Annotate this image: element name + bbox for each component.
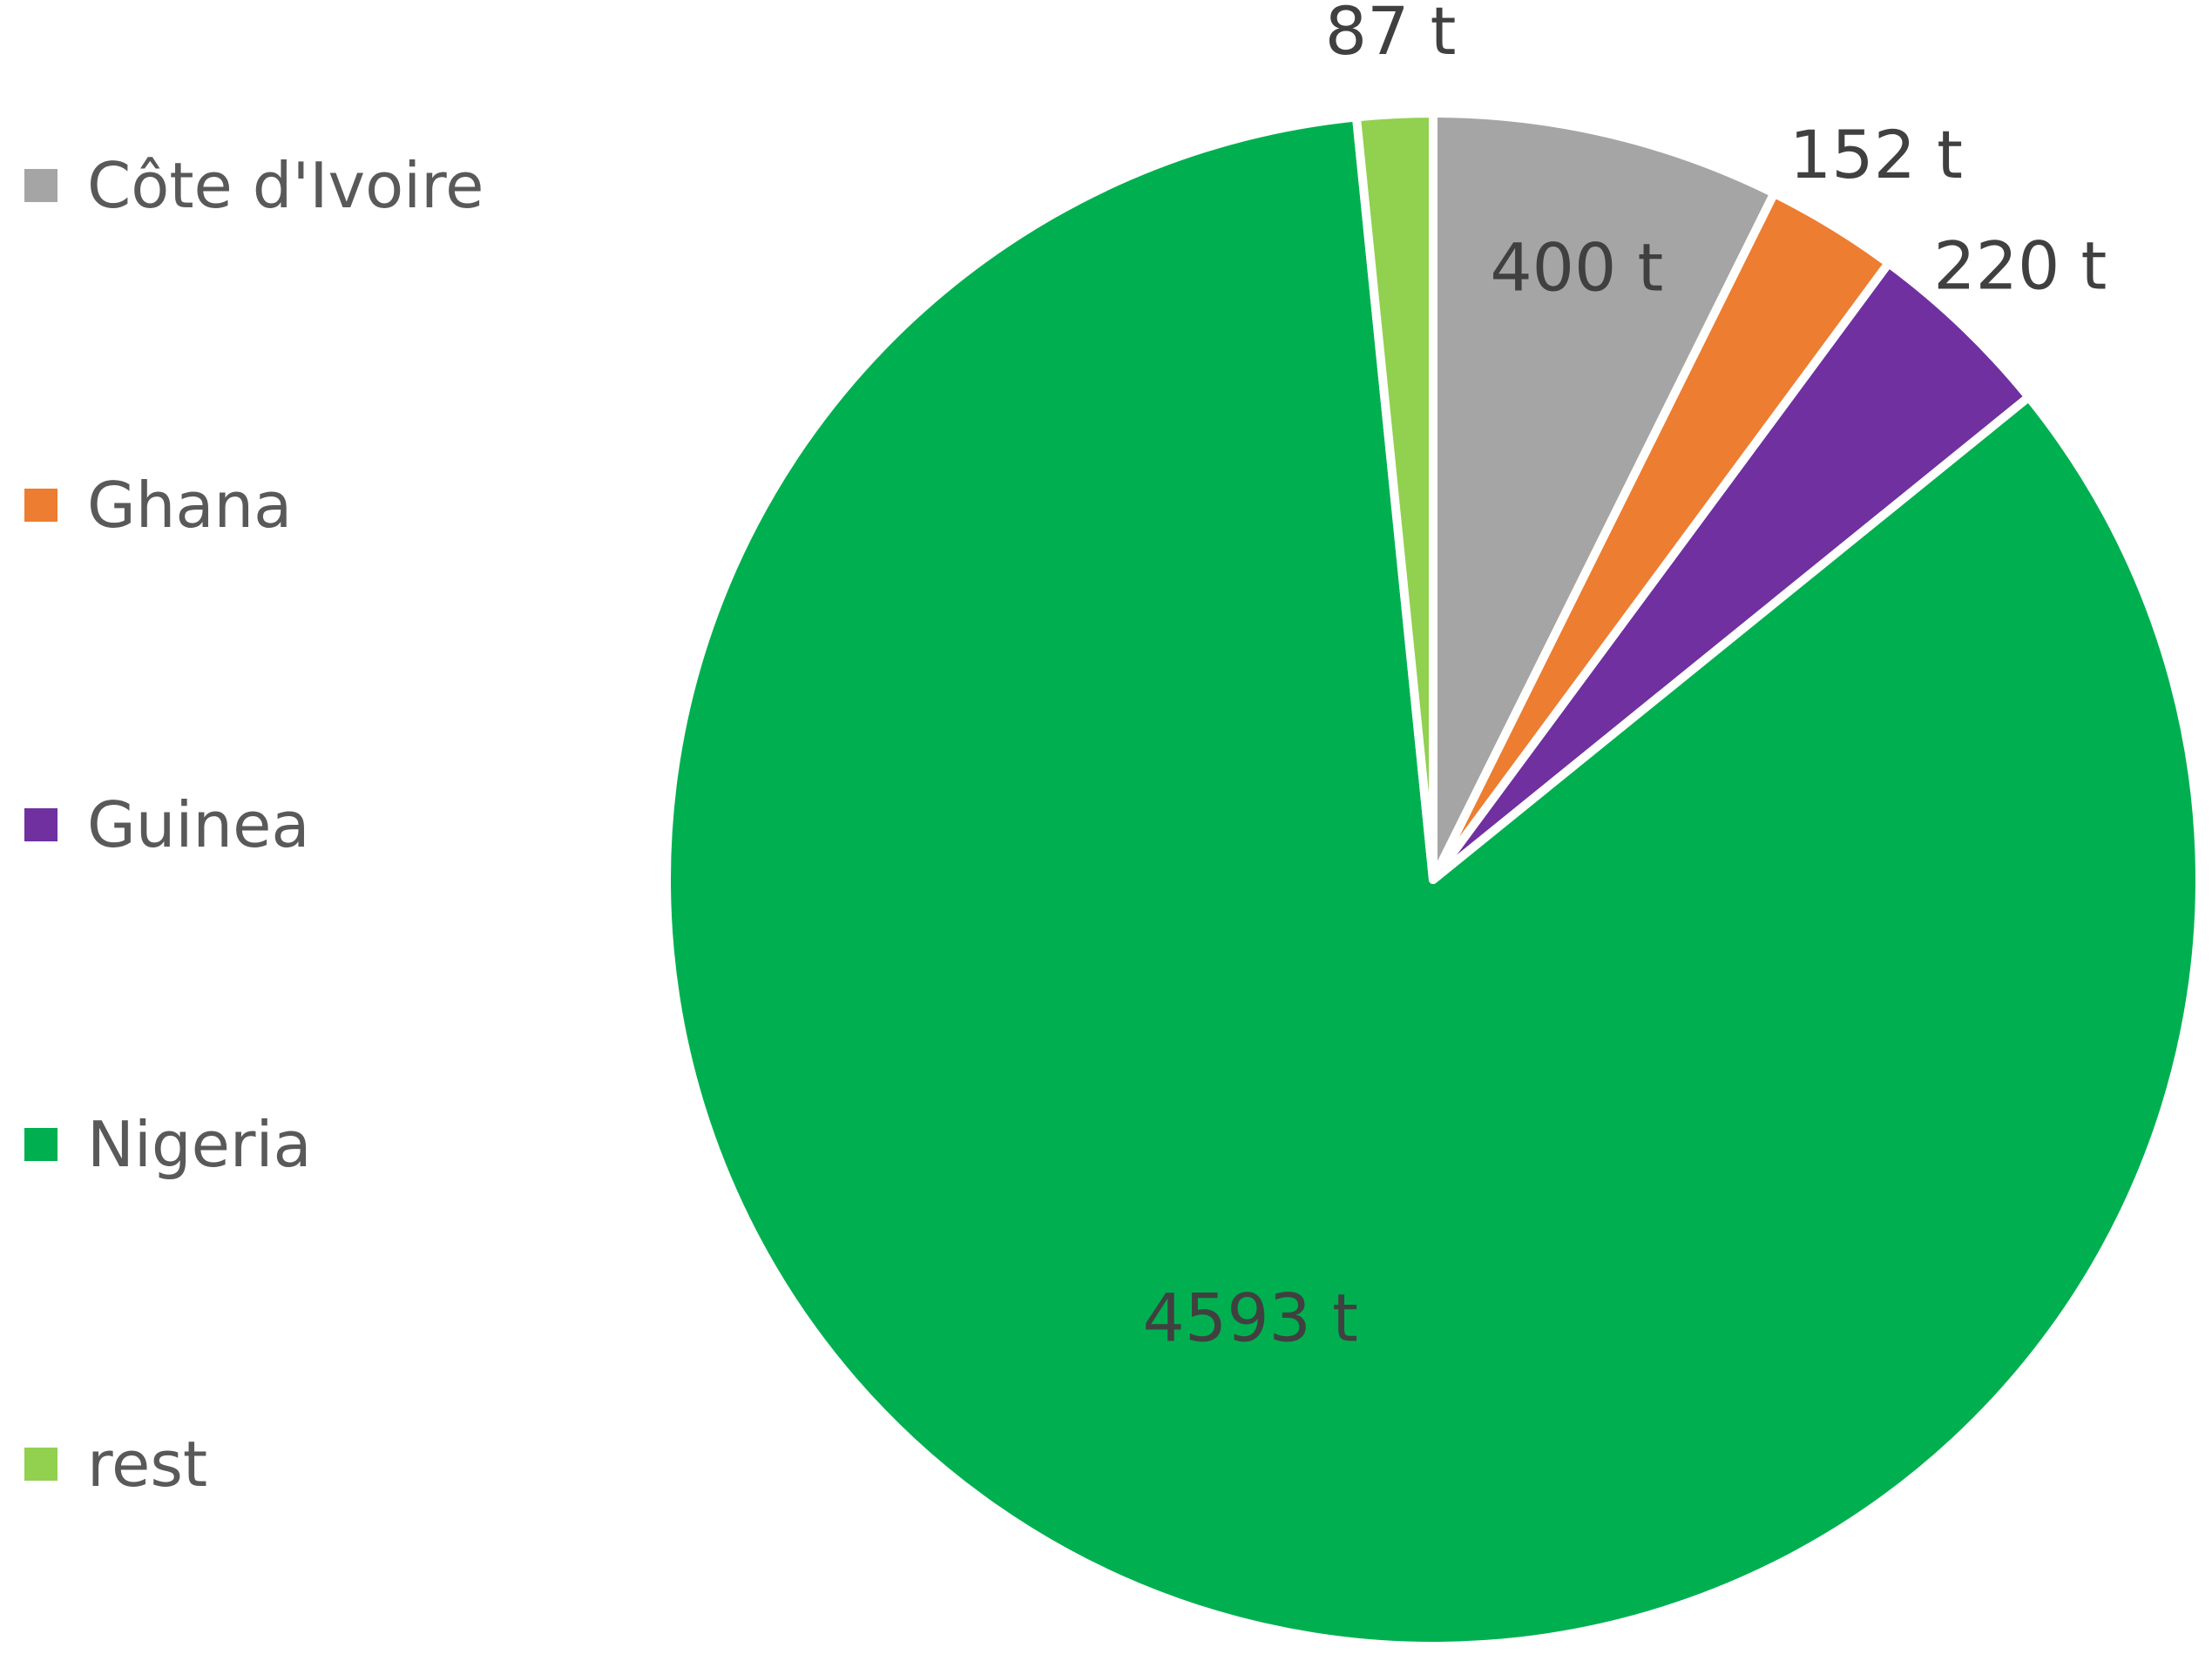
pie-slice bbox=[1351, 109, 1437, 884]
legend-label: Côte d'Ivoire bbox=[87, 149, 484, 222]
pie-slice bbox=[1429, 259, 2033, 884]
data-label: 152 t bbox=[1789, 116, 1963, 193]
legend-label: rest bbox=[87, 1428, 208, 1501]
legend-label: Nigeria bbox=[87, 1108, 312, 1181]
legend-swatch bbox=[24, 1448, 57, 1481]
legend-label: Guinea bbox=[87, 788, 310, 861]
legend-item: Guinea bbox=[24, 786, 309, 864]
data-label: 4593 t bbox=[1143, 1279, 1358, 1357]
legend-item: Nigeria bbox=[24, 1105, 312, 1184]
legend-swatch bbox=[24, 1128, 57, 1161]
legend-item: Ghana bbox=[24, 466, 292, 544]
data-label: 220 t bbox=[1933, 226, 2107, 304]
data-label: 87 t bbox=[1325, 0, 1457, 70]
legend-swatch bbox=[24, 169, 57, 202]
legend-swatch bbox=[24, 808, 57, 841]
pie-slice bbox=[1429, 109, 1779, 884]
legend-swatch bbox=[24, 489, 57, 522]
legend-label: Ghana bbox=[87, 469, 293, 542]
data-label: 400 t bbox=[1490, 228, 1663, 306]
legend: Côte d'Ivoire Ghana Guinea Nigeria rest bbox=[24, 0, 634, 1654]
legend-item: rest bbox=[24, 1425, 207, 1503]
legend-item: Côte d'Ivoire bbox=[24, 146, 484, 225]
